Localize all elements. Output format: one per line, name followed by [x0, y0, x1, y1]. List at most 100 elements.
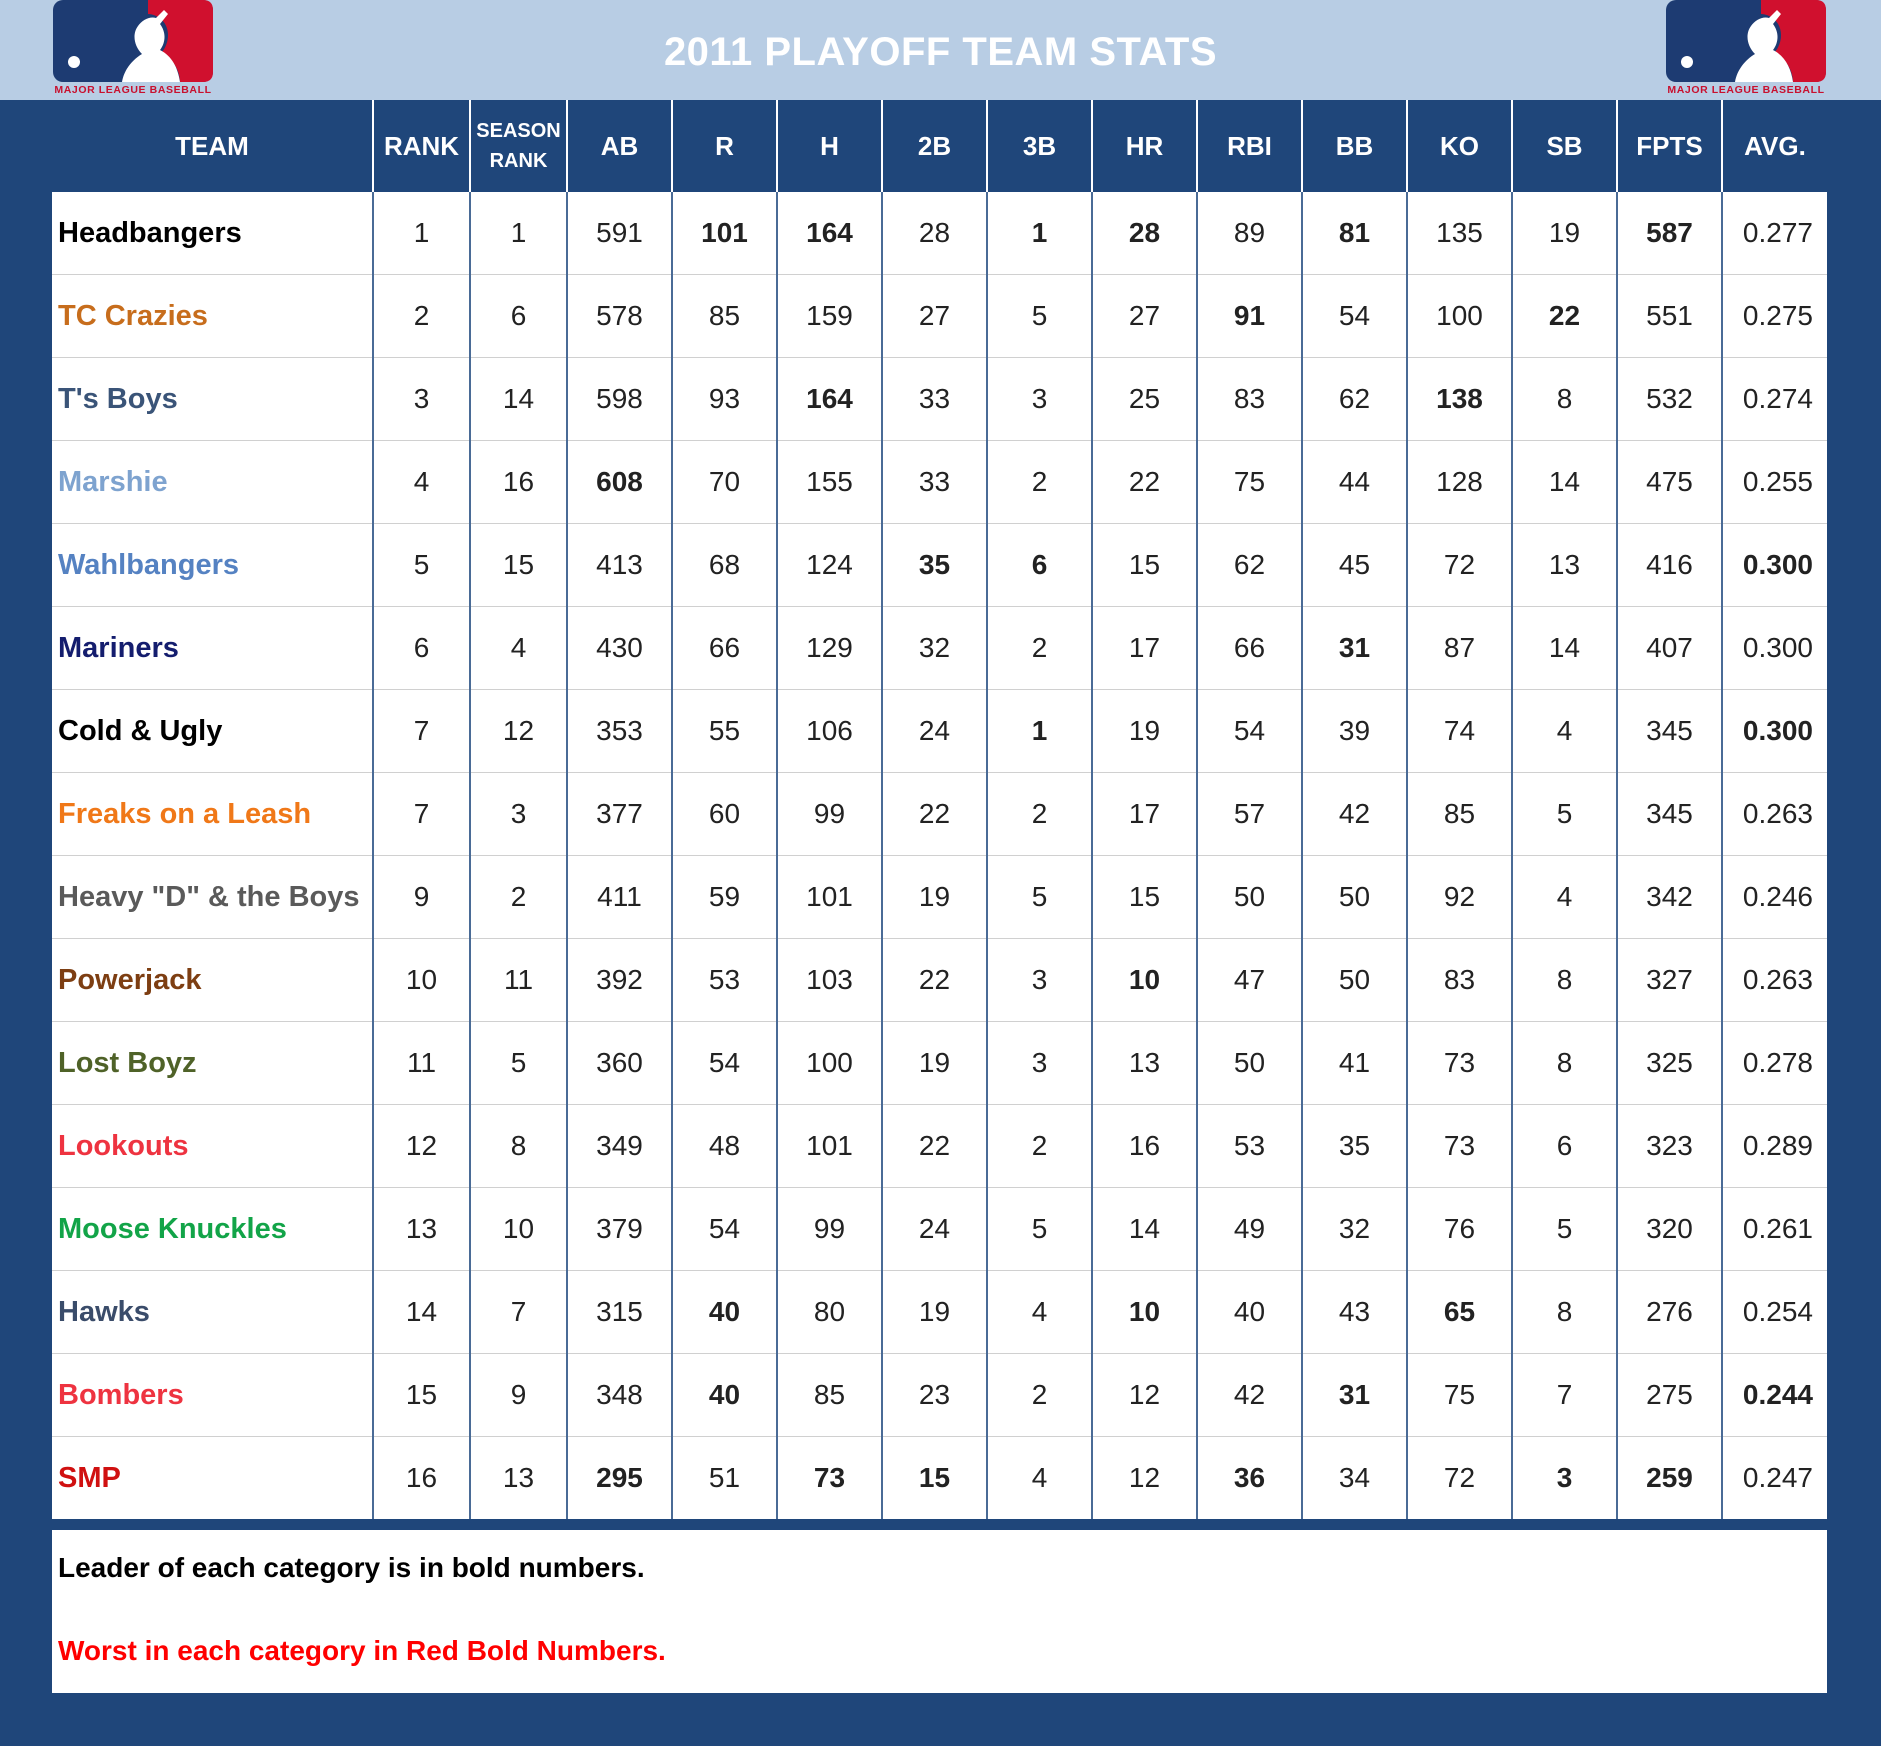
mlb-logo-icon	[1666, 0, 1826, 82]
hr-cell: 19	[1091, 689, 1197, 773]
sb-cell: 5	[1511, 772, 1617, 856]
fpts-cell: 475	[1616, 440, 1722, 524]
3b-cell: 4	[986, 1436, 1092, 1519]
2b-cell: 24	[881, 689, 987, 773]
ko-cell: 83	[1406, 938, 1512, 1022]
header-bar	[0, 0, 1881, 100]
h-cell: 100	[776, 1021, 882, 1105]
3b-cell: 3	[986, 1021, 1092, 1105]
rbi-cell: 89	[1196, 192, 1302, 275]
bb-cell: 81	[1301, 192, 1407, 275]
avg-cell: 0.263	[1721, 772, 1827, 856]
rbi-cell: 57	[1196, 772, 1302, 856]
season-rank-cell: 7	[469, 1270, 567, 1354]
h-cell: 101	[776, 1104, 882, 1188]
table-row: Headbangers 1 1 591 101 164 28 1 28 89 81 135 19 587 0…	[52, 192, 1827, 275]
team-name-cell: SMP	[52, 1436, 373, 1519]
rank-cell: 11	[372, 1021, 470, 1105]
season-rank-cell: 4	[469, 606, 567, 690]
sb-cell: 8	[1511, 938, 1617, 1022]
ab-cell: 392	[566, 938, 672, 1022]
2b-cell: 22	[881, 772, 987, 856]
rank-cell: 7	[372, 772, 470, 856]
table-row: Cold & Ugly 7 12 353 55 106 24 1 19 54 39 74 4 345 0.3…	[52, 689, 1827, 773]
hr-cell: 12	[1091, 1436, 1197, 1519]
rbi-cell: 91	[1196, 274, 1302, 358]
fpts-cell: 551	[1616, 274, 1722, 358]
h-cell: 99	[776, 1187, 882, 1271]
2b-cell: 33	[881, 440, 987, 524]
season-rank-cell: 10	[469, 1187, 567, 1271]
col-header-season-rank: SEASON RANK	[469, 100, 567, 192]
bb-cell: 54	[1301, 274, 1407, 358]
r-cell: 60	[671, 772, 777, 856]
r-cell: 68	[671, 523, 777, 607]
avg-cell: 0.278	[1721, 1021, 1827, 1105]
table-row: Moose Knuckles 13 10 379 54 99 24 5 14 49 32 76 5 320…	[52, 1187, 1827, 1271]
team-name-cell: TC Crazies	[52, 274, 373, 358]
fpts-cell: 325	[1616, 1021, 1722, 1105]
ko-cell: 87	[1406, 606, 1512, 690]
3b-cell: 2	[986, 606, 1092, 690]
rank-cell: 9	[372, 855, 470, 939]
season-rank-cell: 11	[469, 938, 567, 1022]
rank-cell: 1	[372, 192, 470, 275]
team-name-cell: Headbangers	[52, 192, 373, 275]
col-header-3b: 3B	[986, 100, 1092, 192]
team-name-cell: T's Boys	[52, 357, 373, 441]
rbi-cell: 66	[1196, 606, 1302, 690]
team-name-cell: Wahlbangers	[52, 523, 373, 607]
sb-cell: 3	[1511, 1436, 1617, 1519]
season-rank-cell: 3	[469, 772, 567, 856]
3b-cell: 5	[986, 855, 1092, 939]
sb-cell: 19	[1511, 192, 1617, 275]
hr-cell: 10	[1091, 938, 1197, 1022]
h-cell: 129	[776, 606, 882, 690]
col-header-ab: AB	[566, 100, 672, 192]
3b-cell: 6	[986, 523, 1092, 607]
hr-cell: 17	[1091, 606, 1197, 690]
ab-cell: 377	[566, 772, 672, 856]
ab-cell: 348	[566, 1353, 672, 1437]
h-cell: 164	[776, 192, 882, 275]
fpts-cell: 587	[1616, 192, 1722, 275]
3b-cell: 5	[986, 274, 1092, 358]
fpts-cell: 276	[1616, 1270, 1722, 1354]
mlb-logo-icon	[53, 0, 213, 82]
sb-cell: 8	[1511, 1270, 1617, 1354]
h-cell: 101	[776, 855, 882, 939]
fpts-cell: 323	[1616, 1104, 1722, 1188]
col-header-avg: AVG.	[1721, 100, 1827, 192]
r-cell: 48	[671, 1104, 777, 1188]
r-cell: 59	[671, 855, 777, 939]
avg-cell: 0.277	[1721, 192, 1827, 275]
team-name-cell: Cold & Ugly	[52, 689, 373, 773]
team-name-cell: Heavy "D" & the Boys	[52, 855, 373, 939]
ab-cell: 411	[566, 855, 672, 939]
3b-cell: 4	[986, 1270, 1092, 1354]
col-header-r: R	[671, 100, 777, 192]
hr-cell: 16	[1091, 1104, 1197, 1188]
hr-cell: 22	[1091, 440, 1197, 524]
rank-cell: 16	[372, 1436, 470, 1519]
2b-cell: 27	[881, 274, 987, 358]
sb-cell: 5	[1511, 1187, 1617, 1271]
bb-cell: 62	[1301, 357, 1407, 441]
r-cell: 101	[671, 192, 777, 275]
3b-cell: 1	[986, 689, 1092, 773]
sb-cell: 8	[1511, 357, 1617, 441]
2b-cell: 19	[881, 1270, 987, 1354]
ko-cell: 76	[1406, 1187, 1512, 1271]
col-header-sb: SB	[1511, 100, 1617, 192]
bb-cell: 34	[1301, 1436, 1407, 1519]
legend-notes: Leader of each category is in bold numbe…	[52, 1530, 1827, 1693]
2b-cell: 28	[881, 192, 987, 275]
avg-cell: 0.246	[1721, 855, 1827, 939]
avg-cell: 0.274	[1721, 357, 1827, 441]
col-header-rank: RANK	[372, 100, 470, 192]
bb-cell: 50	[1301, 938, 1407, 1022]
rank-cell: 4	[372, 440, 470, 524]
rbi-cell: 40	[1196, 1270, 1302, 1354]
season-rank-cell: 13	[469, 1436, 567, 1519]
sb-cell: 4	[1511, 689, 1617, 773]
